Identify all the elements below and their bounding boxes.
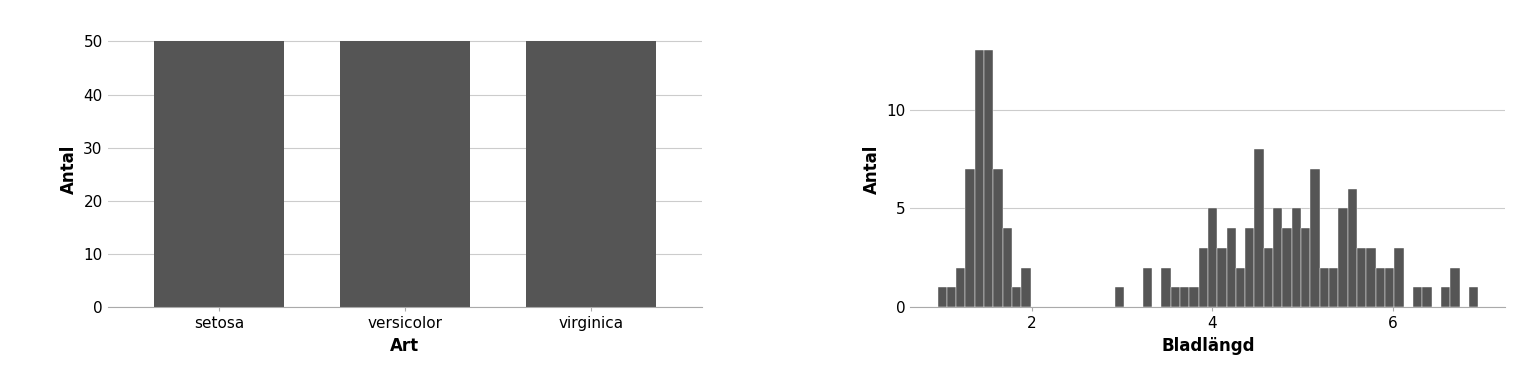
Bar [1413,288,1422,307]
Bar [1255,149,1264,307]
Bar [1292,209,1301,307]
Bar [1115,288,1124,307]
Bar [1310,169,1319,307]
Bar [1246,228,1255,307]
Bar [985,50,994,307]
Bar [1012,288,1021,307]
Bar [1236,268,1246,307]
Bar [1385,268,1395,307]
Bar [1356,248,1367,307]
Bar [1180,288,1189,307]
Bar [1021,268,1031,307]
Bar [1422,288,1432,307]
Y-axis label: Antal: Antal [60,144,78,194]
Bar [1468,288,1478,307]
Bar [1264,248,1273,307]
Bar [1273,209,1283,307]
Bar [1143,268,1152,307]
Bar [1189,288,1198,307]
Bar [966,169,975,307]
Bar [1376,268,1385,307]
Bar [1347,189,1356,307]
Bar [994,169,1003,307]
Bar [1450,268,1459,307]
Bar [1319,268,1329,307]
Bar [1283,228,1292,307]
Bar [1207,209,1217,307]
Y-axis label: Antal: Antal [863,144,880,194]
Bar [1367,248,1376,307]
Bar [525,41,656,307]
Bar [1441,288,1450,307]
Bar [1338,209,1347,307]
Bar [946,288,957,307]
Bar [154,41,284,307]
Bar [1227,228,1236,307]
Bar [1395,248,1404,307]
Bar [975,50,985,307]
Bar [957,268,966,307]
X-axis label: Bladlängd: Bladlängd [1161,337,1255,355]
X-axis label: Art: Art [390,337,419,355]
Bar [1301,228,1310,307]
Bar [1003,228,1012,307]
Bar [1217,248,1227,307]
Bar [937,288,946,307]
Bar [1161,268,1170,307]
Bar [1198,248,1207,307]
Bar [1170,288,1180,307]
Bar [339,41,470,307]
Bar [1329,268,1338,307]
